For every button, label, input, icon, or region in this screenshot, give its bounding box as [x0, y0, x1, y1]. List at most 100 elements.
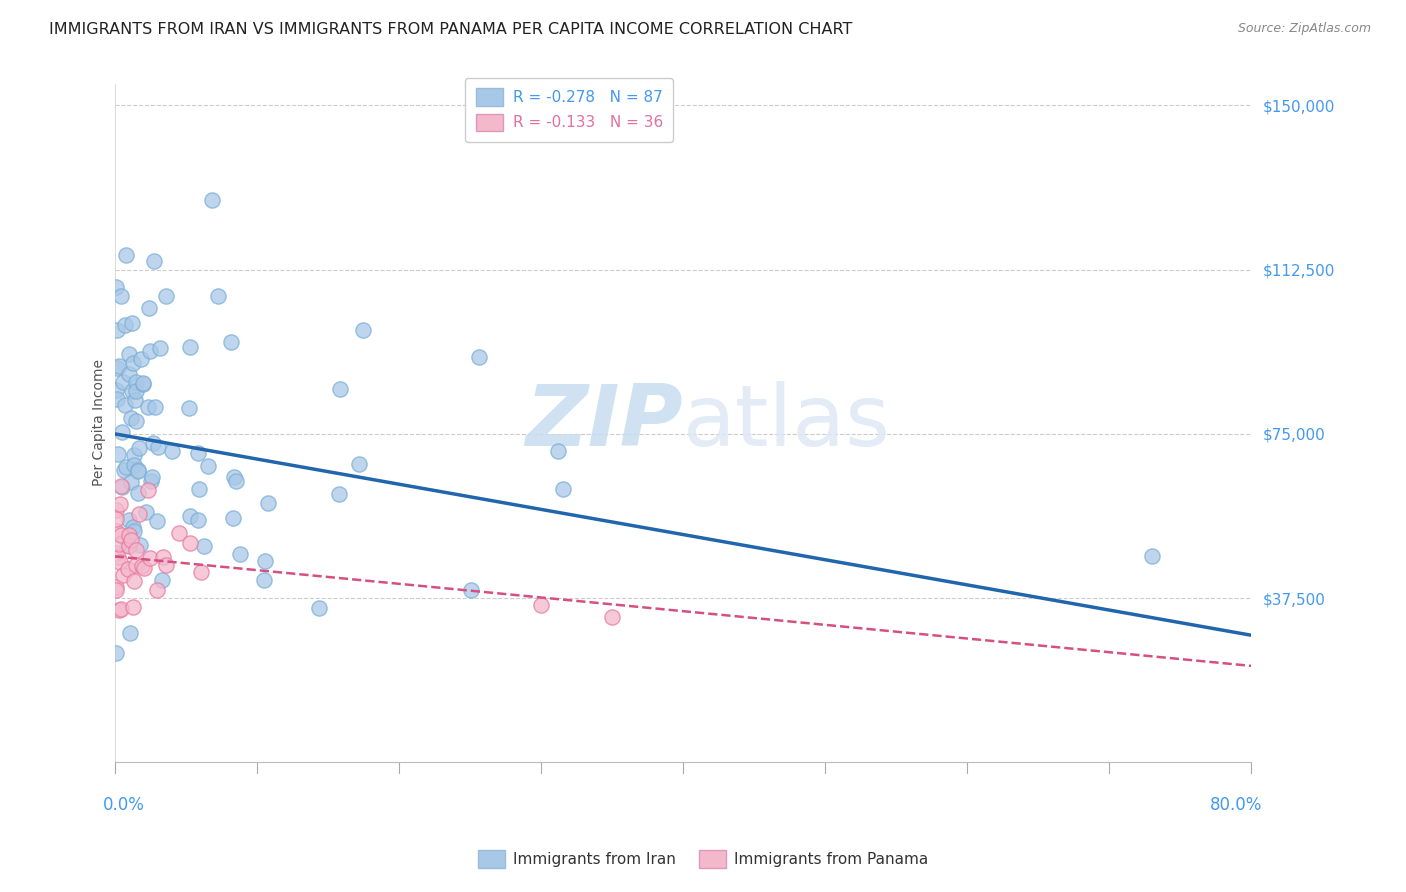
- Point: [117, 538, 139, 552]
- Point: [329, 382, 352, 396]
- Point: [179, 340, 201, 354]
- Point: [111, 376, 134, 390]
- Point: [105, 361, 128, 376]
- Point: [229, 547, 252, 561]
- Point: [125, 543, 148, 558]
- Point: [118, 528, 141, 542]
- Point: [111, 480, 134, 494]
- Point: [121, 599, 143, 614]
- Point: [107, 447, 129, 461]
- Point: [122, 458, 145, 472]
- Point: [136, 401, 159, 415]
- Point: [122, 448, 145, 462]
- Point: [122, 520, 145, 534]
- Text: 0.0%: 0.0%: [103, 797, 145, 814]
- Point: [146, 514, 169, 528]
- Point: [132, 376, 155, 390]
- Point: [115, 248, 138, 262]
- Point: [110, 289, 132, 303]
- Point: [139, 551, 162, 566]
- Point: [108, 555, 131, 569]
- Point: [167, 526, 190, 541]
- Point: [105, 392, 128, 406]
- Point: [352, 323, 374, 337]
- Text: Source: ZipAtlas.com: Source: ZipAtlas.com: [1237, 22, 1371, 36]
- Point: [222, 511, 245, 525]
- Point: [146, 440, 169, 454]
- Point: [139, 474, 162, 488]
- Point: [128, 538, 150, 552]
- Point: [110, 602, 132, 616]
- Point: [118, 539, 141, 553]
- Point: [254, 554, 277, 568]
- Point: [222, 469, 245, 483]
- Point: [121, 356, 143, 370]
- Point: [105, 583, 128, 598]
- Point: [460, 583, 482, 598]
- Point: [118, 513, 141, 527]
- Point: [110, 479, 132, 493]
- Point: [108, 497, 131, 511]
- Point: [105, 512, 128, 526]
- Point: [551, 482, 574, 496]
- Point: [132, 376, 155, 391]
- Point: [193, 540, 215, 554]
- Point: [207, 289, 229, 303]
- Point: [114, 318, 136, 333]
- Point: [105, 323, 128, 337]
- Point: [125, 376, 148, 390]
- Point: [105, 279, 128, 293]
- Point: [108, 603, 131, 617]
- Point: [547, 444, 569, 458]
- Point: [328, 487, 350, 501]
- Text: IMMIGRANTS FROM IRAN VS IMMIGRANTS FROM PANAMA PER CAPITA INCOME CORRELATION CHA: IMMIGRANTS FROM IRAN VS IMMIGRANTS FROM …: [49, 22, 852, 37]
- Point: [107, 537, 129, 551]
- Point: [308, 601, 330, 615]
- Point: [138, 483, 160, 498]
- Point: [225, 474, 247, 488]
- Point: [105, 383, 128, 397]
- Point: [219, 335, 242, 350]
- Point: [143, 253, 166, 268]
- Point: [132, 560, 155, 574]
- Point: [135, 505, 157, 519]
- Point: [129, 352, 152, 367]
- Point: [125, 384, 148, 399]
- Point: [467, 350, 489, 364]
- Point: [530, 598, 553, 612]
- Point: [252, 573, 274, 587]
- Point: [131, 558, 153, 573]
- Point: [155, 558, 177, 572]
- Point: [120, 475, 142, 490]
- Legend: R = -0.278   N = 87, R = -0.133   N = 36: R = -0.278 N = 87, R = -0.133 N = 36: [465, 78, 673, 142]
- Point: [125, 558, 148, 573]
- Point: [138, 301, 160, 315]
- Point: [124, 393, 146, 408]
- Point: [257, 496, 280, 510]
- Point: [110, 528, 132, 542]
- Point: [105, 580, 128, 594]
- Point: [114, 463, 136, 477]
- Point: [127, 486, 149, 500]
- Point: [201, 194, 224, 208]
- Point: [127, 464, 149, 478]
- Point: [108, 359, 131, 374]
- Point: [124, 524, 146, 538]
- Point: [179, 536, 201, 550]
- Point: [179, 509, 201, 524]
- Point: [118, 346, 141, 360]
- Point: [118, 626, 141, 640]
- Point: [152, 549, 174, 564]
- Point: [120, 411, 142, 425]
- Text: 80.0%: 80.0%: [1211, 797, 1263, 814]
- Text: ZIP: ZIP: [526, 382, 683, 465]
- Point: [142, 436, 165, 450]
- Point: [118, 367, 141, 381]
- Point: [187, 446, 209, 460]
- Point: [120, 533, 142, 547]
- Point: [155, 289, 177, 303]
- Point: [128, 508, 150, 522]
- Point: [121, 316, 143, 330]
- Point: [105, 546, 128, 560]
- Point: [121, 384, 143, 398]
